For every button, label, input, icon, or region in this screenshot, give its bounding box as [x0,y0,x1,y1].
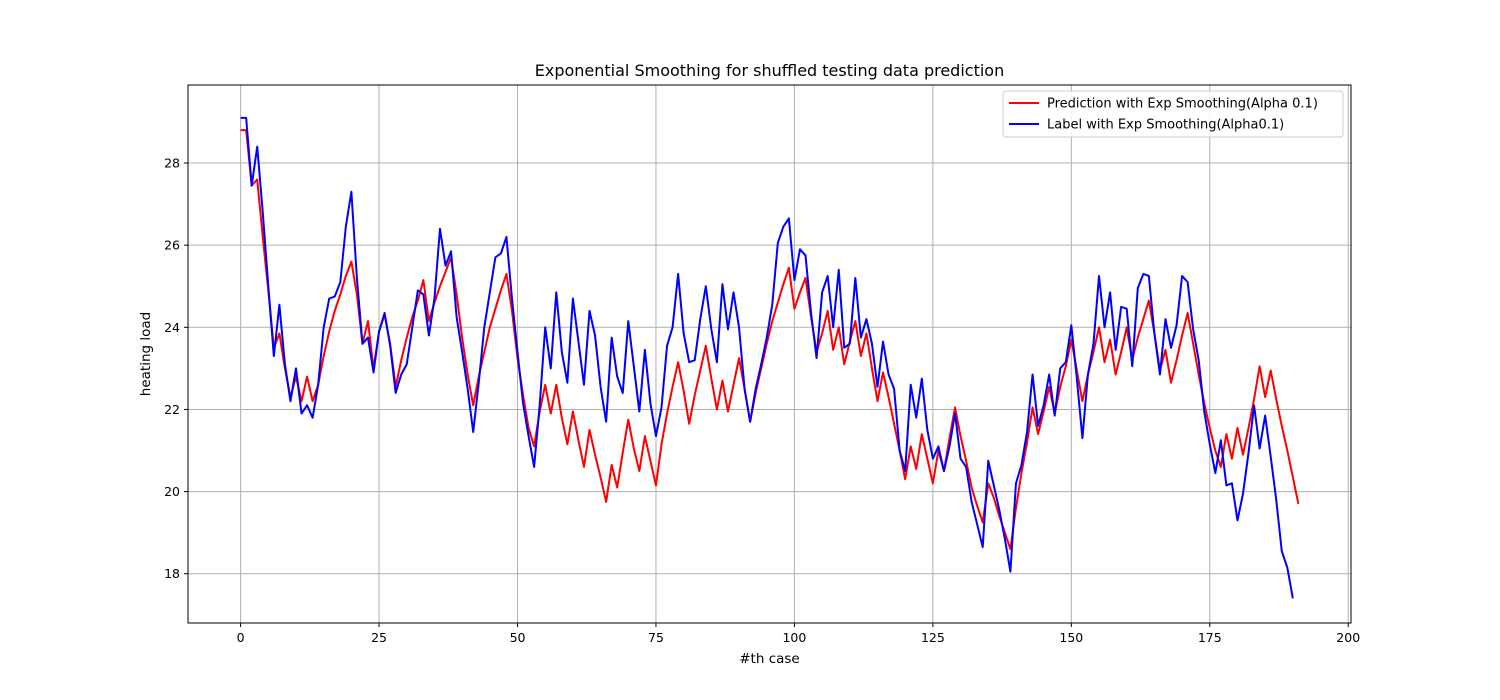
prediction-series-line [240,129,1300,551]
label-series-line [240,116,1294,599]
y-tick-label: 20 [164,484,180,499]
y-tick-label: 28 [164,156,180,171]
x-axis-label: #th case [739,651,800,667]
y-tick-label: 22 [164,402,180,417]
x-tick-label: 200 [1336,630,1360,645]
x-tick-label: 125 [921,630,945,645]
y-axis-ticks: 18 20 22 24 26 28 [164,156,188,581]
chart-title: Exponential Smoothing for shuffled testi… [535,61,1004,80]
plot-area-frame [187,84,1352,624]
x-tick-label: 50 [510,630,526,645]
legend-label-label: Label with Exp Smoothing(Alpha0.1) [1047,118,1284,133]
legend: Prediction with Exp Smoothing(Alpha 0.1)… [1002,90,1344,138]
x-tick-label: 100 [782,630,806,645]
grid [188,85,1351,623]
x-tick-label: 150 [1059,630,1083,645]
y-tick-label: 18 [164,566,180,581]
y-tick-label: 24 [164,320,180,335]
y-tick-label: 26 [164,238,180,253]
y-axis-label: heating load [138,312,154,396]
x-tick-label: 25 [371,630,387,645]
x-axis-ticks: 0 25 50 75 100 125 150 175 200 [237,623,1360,645]
legend-label-prediction: Prediction with Exp Smoothing(Alpha 0.1) [1047,97,1318,112]
legend-box [1002,90,1344,138]
x-tick-label: 0 [237,630,245,645]
series-lines [240,116,1300,599]
x-tick-label: 75 [648,630,664,645]
x-tick-label: 175 [1198,630,1222,645]
